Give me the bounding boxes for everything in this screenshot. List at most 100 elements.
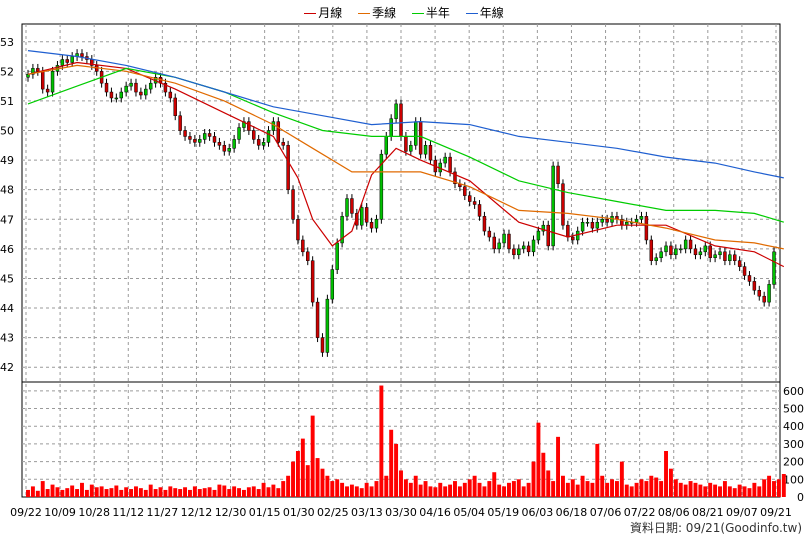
- volume-bar: [75, 489, 80, 497]
- volume-bar: [526, 482, 531, 497]
- candle-body: [733, 254, 737, 261]
- candle-body: [207, 133, 212, 137]
- candle-body: [752, 281, 757, 291]
- candle-body: [517, 248, 521, 256]
- candle-body: [266, 130, 271, 143]
- volume-bar: [457, 486, 462, 497]
- candle-body: [139, 91, 143, 96]
- volume-bar: [718, 486, 722, 497]
- volume-bar: [516, 479, 521, 497]
- volume-bar: [605, 482, 610, 497]
- x-tick-label: 03/30: [385, 506, 417, 519]
- candle-body: [65, 59, 69, 63]
- x-tick-label: 03/13: [351, 506, 383, 519]
- volume-bar: [776, 479, 781, 497]
- volume-bar: [364, 482, 369, 497]
- volume-bar: [664, 451, 668, 497]
- volume-bar: [713, 484, 718, 497]
- x-tick-label: 12/30: [215, 506, 247, 519]
- volume-bar: [497, 484, 502, 497]
- volume-bar: [212, 489, 217, 497]
- legend-item-ma-quarter: 季線: [358, 4, 396, 21]
- volume-bar: [359, 488, 364, 497]
- x-tick-label: 10/28: [78, 506, 110, 519]
- volume-bar: [757, 486, 762, 497]
- candle-body: [148, 82, 153, 90]
- volume-bar: [129, 489, 134, 497]
- candle-body: [399, 103, 403, 137]
- price-tick-label: 50: [0, 125, 14, 138]
- volume-bar: [246, 487, 251, 497]
- candle-body: [129, 82, 133, 87]
- volume-bar: [187, 489, 192, 497]
- legend-label-ma-month: 月線: [318, 6, 343, 20]
- volume-bar: [610, 479, 615, 497]
- volume-bar: [45, 489, 50, 497]
- candle-body: [227, 148, 231, 152]
- volume-bar: [168, 486, 173, 497]
- candle-body: [767, 284, 771, 303]
- candle-body: [654, 257, 658, 261]
- candle-body: [50, 71, 55, 93]
- volume-bar: [619, 461, 624, 497]
- volume-tick-label: 0: [797, 491, 804, 504]
- candle-body: [723, 251, 727, 261]
- volume-bar: [693, 482, 698, 497]
- volume-bar: [762, 479, 767, 497]
- volume-bar: [418, 484, 423, 497]
- candle-body: [345, 198, 349, 217]
- volume-tick-label: 200: [783, 456, 804, 469]
- candle-body: [757, 290, 761, 297]
- volume-bar: [541, 452, 546, 497]
- chart-legend: 月線 季線 半年 年線: [0, 4, 808, 21]
- legend-swatch-ma-quarter: [358, 13, 371, 14]
- volume-bar: [178, 489, 183, 497]
- volume-bar: [634, 482, 639, 497]
- volume-bar: [295, 451, 300, 497]
- volume-bar: [374, 481, 379, 497]
- candle-body: [369, 221, 374, 229]
- x-tick-label: 11/27: [147, 506, 179, 519]
- candle-body: [443, 156, 447, 164]
- volume-bar: [678, 482, 683, 497]
- candle-body: [693, 248, 698, 256]
- volume-bar: [148, 484, 153, 497]
- volume-bar: [50, 484, 55, 497]
- candle-body: [737, 260, 742, 267]
- volume-bar: [300, 438, 305, 497]
- x-tick-label: 05/19: [487, 506, 519, 519]
- candle-body: [31, 68, 35, 75]
- volume-bar: [340, 482, 345, 497]
- candle-body: [600, 219, 604, 223]
- legend-swatch-ma-year: [465, 13, 478, 14]
- volume-bar: [546, 470, 551, 497]
- volume-bar: [752, 482, 757, 497]
- candle-body: [26, 74, 30, 78]
- legend-label-ma-halfyear: 半年: [425, 6, 450, 20]
- candle-body: [595, 221, 600, 229]
- volume-bar: [305, 465, 310, 497]
- volume-bar: [30, 486, 35, 497]
- candle-body: [217, 142, 222, 146]
- volume-bar: [688, 481, 693, 497]
- price-tick-label: 48: [0, 184, 14, 197]
- volume-bar: [708, 482, 713, 497]
- candle-body: [163, 82, 168, 93]
- legend-label-ma-quarter: 季線: [372, 6, 397, 20]
- volume-bar: [423, 481, 428, 497]
- candle-body: [340, 216, 344, 244]
- candle-body: [703, 245, 708, 253]
- candle-body: [718, 251, 722, 256]
- candle-body: [566, 224, 570, 238]
- volume-bar: [89, 484, 94, 497]
- x-tick-label: 09/07: [726, 506, 758, 519]
- candle-body: [669, 245, 673, 256]
- volume-bar: [237, 488, 242, 497]
- candle-body: [70, 56, 74, 63]
- volume-bar: [502, 486, 507, 497]
- price-tick-label: 51: [0, 95, 14, 108]
- candle-body: [114, 97, 119, 100]
- candle-body: [252, 130, 256, 140]
- volume-bar: [462, 482, 467, 497]
- x-tick-label: 04/16: [419, 506, 451, 519]
